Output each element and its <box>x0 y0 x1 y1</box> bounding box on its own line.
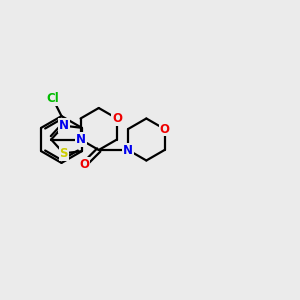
Text: N: N <box>123 143 133 157</box>
Text: N: N <box>76 133 85 146</box>
Text: S: S <box>59 147 68 160</box>
Text: O: O <box>160 122 170 136</box>
Text: O: O <box>79 158 89 171</box>
Text: N: N <box>59 119 69 132</box>
Text: O: O <box>112 112 122 125</box>
Text: Cl: Cl <box>46 92 59 105</box>
